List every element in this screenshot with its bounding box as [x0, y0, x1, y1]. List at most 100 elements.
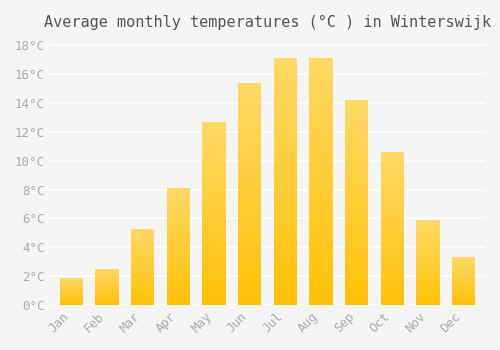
Bar: [274, 261, 297, 263]
Bar: [310, 219, 332, 221]
Bar: [131, 243, 154, 244]
Bar: [345, 254, 368, 256]
Bar: [96, 291, 118, 292]
Bar: [96, 272, 118, 273]
Bar: [310, 122, 332, 125]
Bar: [380, 155, 404, 157]
Bar: [416, 259, 440, 260]
Bar: [131, 279, 154, 280]
Bar: [345, 106, 368, 108]
Bar: [416, 234, 440, 235]
Bar: [238, 198, 261, 201]
Bar: [202, 300, 226, 301]
Bar: [96, 281, 118, 282]
Bar: [202, 252, 226, 254]
Bar: [166, 247, 190, 248]
Bar: [202, 140, 226, 142]
Bar: [131, 278, 154, 279]
Bar: [238, 163, 261, 165]
Bar: [310, 187, 332, 189]
Bar: [238, 218, 261, 220]
Bar: [238, 294, 261, 296]
Bar: [310, 132, 332, 135]
Bar: [238, 167, 261, 169]
Bar: [380, 250, 404, 252]
Bar: [202, 263, 226, 265]
Bar: [310, 302, 332, 305]
Bar: [310, 130, 332, 132]
Bar: [452, 263, 475, 264]
Bar: [166, 297, 190, 298]
Bar: [238, 207, 261, 210]
Bar: [238, 130, 261, 132]
Bar: [202, 265, 226, 267]
Bar: [416, 277, 440, 278]
Bar: [238, 185, 261, 187]
Bar: [202, 160, 226, 162]
Bar: [166, 300, 190, 302]
Bar: [416, 282, 440, 283]
Bar: [238, 136, 261, 138]
Bar: [380, 227, 404, 229]
Bar: [452, 266, 475, 267]
Bar: [131, 266, 154, 267]
Bar: [274, 221, 297, 224]
Bar: [310, 293, 332, 295]
Bar: [166, 220, 190, 221]
Bar: [166, 214, 190, 215]
Bar: [310, 58, 332, 61]
Bar: [202, 245, 226, 246]
Bar: [238, 267, 261, 270]
Bar: [274, 85, 297, 88]
Bar: [380, 282, 404, 284]
Bar: [274, 300, 297, 302]
Bar: [416, 235, 440, 236]
Bar: [202, 190, 226, 191]
Bar: [166, 192, 190, 193]
Bar: [238, 114, 261, 116]
Bar: [166, 190, 190, 192]
Bar: [345, 278, 368, 280]
Bar: [416, 275, 440, 276]
Bar: [238, 298, 261, 301]
Bar: [452, 264, 475, 265]
Bar: [131, 268, 154, 269]
Bar: [274, 258, 297, 261]
Bar: [274, 271, 297, 273]
Bar: [345, 125, 368, 127]
Bar: [380, 218, 404, 219]
Bar: [310, 113, 332, 115]
Bar: [310, 142, 332, 145]
Bar: [131, 293, 154, 294]
Bar: [345, 244, 368, 246]
Bar: [202, 241, 226, 243]
Bar: [274, 135, 297, 137]
Bar: [131, 254, 154, 256]
Bar: [166, 213, 190, 214]
Bar: [238, 285, 261, 287]
Bar: [166, 194, 190, 195]
Bar: [345, 280, 368, 282]
Bar: [166, 291, 190, 292]
Bar: [238, 147, 261, 149]
Bar: [345, 108, 368, 110]
Bar: [274, 268, 297, 271]
Bar: [380, 163, 404, 164]
Bar: [310, 76, 332, 78]
Bar: [202, 204, 226, 206]
Bar: [452, 282, 475, 283]
Bar: [416, 257, 440, 258]
Bar: [202, 166, 226, 168]
Bar: [274, 283, 297, 285]
Bar: [380, 252, 404, 253]
Bar: [274, 206, 297, 209]
Bar: [416, 280, 440, 281]
Bar: [238, 107, 261, 110]
Bar: [166, 304, 190, 305]
Bar: [310, 100, 332, 103]
Bar: [274, 290, 297, 293]
Bar: [96, 273, 118, 274]
Bar: [166, 231, 190, 233]
Bar: [202, 168, 226, 169]
Bar: [345, 276, 368, 278]
